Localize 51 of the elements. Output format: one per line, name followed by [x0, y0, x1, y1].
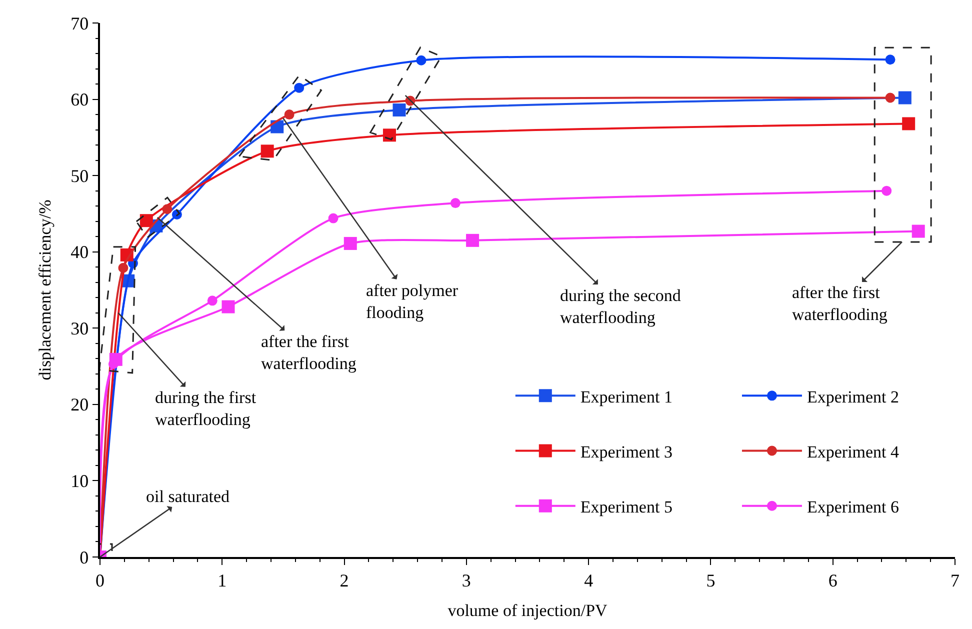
point [382, 128, 396, 142]
annotation: after the first waterflooding [261, 332, 357, 374]
annotation: after the first waterflooding [792, 283, 888, 324]
y-tick-label: 60 [70, 90, 89, 110]
legend-label: Experiment 4 [806, 442, 900, 462]
point [140, 214, 153, 228]
x-tick-label: 6 [828, 570, 838, 590]
x-tick-label: 3 [462, 570, 471, 590]
x-tick-label: 1 [218, 570, 227, 590]
x-tick-label: 5 [706, 570, 716, 590]
point [450, 198, 460, 208]
point [898, 91, 912, 104]
point [902, 117, 916, 130]
y-tick-label: 0 [80, 547, 89, 568]
point [328, 213, 338, 224]
point [882, 186, 892, 196]
point [118, 262, 128, 273]
point [344, 236, 357, 250]
x-tick-label: 4 [584, 570, 594, 590]
legend-label: Experiment 3 [580, 442, 672, 462]
point [416, 55, 426, 66]
annotation: during the first waterflooding [155, 388, 256, 430]
legend-label: Experiment 6 [806, 497, 900, 516]
x-tick-label: 0 [96, 570, 104, 590]
point [162, 204, 172, 214]
x-tick-label: 7 [950, 570, 960, 590]
y-axis-title: displacement efficiency/% [36, 200, 55, 380]
point [222, 300, 235, 314]
point [284, 110, 294, 120]
point [294, 82, 304, 93]
y-tick-label: 20 [70, 394, 89, 415]
legend-label: Experiment 2 [806, 387, 900, 406]
y-tick-label: 10 [70, 471, 89, 492]
annotation: after polymer flooding [366, 281, 458, 322]
y-tick-label: 70 [70, 13, 89, 34]
x-tick-label: 2 [340, 570, 349, 590]
point [260, 144, 274, 158]
legend-label: Experiment 1 [580, 387, 672, 406]
point [885, 92, 896, 103]
annotation: during the second waterflooding [560, 286, 682, 328]
x-axis-title: volume of injection/PV [448, 601, 608, 620]
point [466, 234, 480, 247]
legend-label: Experiment 5 [580, 497, 672, 516]
annotation: oil saturated [146, 487, 230, 506]
y-tick-label: 30 [70, 318, 89, 338]
y-tick-label: 40 [70, 242, 89, 262]
y-tick-label: 50 [70, 166, 89, 186]
point [207, 296, 218, 306]
point [392, 103, 406, 116]
point [912, 224, 925, 238]
point [885, 54, 896, 65]
